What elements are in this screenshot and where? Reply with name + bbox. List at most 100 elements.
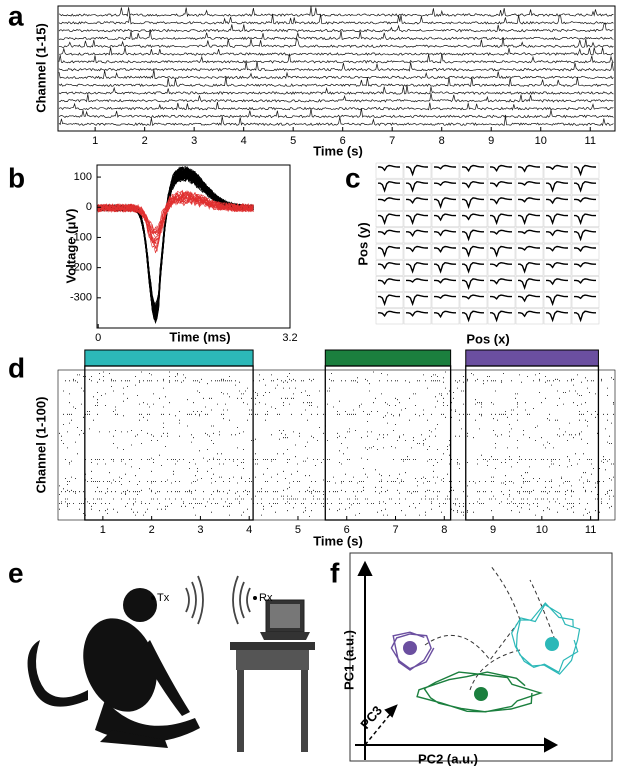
y-tick-label: -300 [70,292,92,304]
x-tick-label: 8 [441,524,447,536]
state-trajectory [416,671,543,713]
transition-path [424,564,556,691]
spike-waveform [96,172,254,319]
state-trajectory [390,631,435,671]
tile-waveform [518,294,540,303]
tile-waveform [406,164,428,177]
y-axis-label: Voltage (μV) [63,209,78,284]
panel-letter: f [330,557,340,588]
spike-waveform [96,170,254,316]
tile-waveform [378,213,400,226]
spike-waveform [96,171,254,314]
tile-waveform [406,294,428,307]
state-centroid [545,637,559,651]
tile-waveform [518,180,540,186]
tile-waveform [406,245,428,253]
panel-letter: d [8,352,25,383]
tile-waveform [490,310,512,323]
tile-waveform [574,278,596,284]
panel-a-frame [57,5,616,132]
tile-waveform [406,213,428,226]
spike-waveform [96,166,254,307]
spike-waveform [96,166,254,313]
tile-waveform [462,261,484,274]
spike-waveform [96,168,254,310]
spike-waveform [96,166,254,315]
y-axis-label: Channel (1-100) [33,397,48,494]
epoch-bar [84,349,254,367]
spike-waveform [96,167,254,317]
tile-waveform [518,310,540,318]
spike-waveform [96,167,254,314]
z-axis-label: PC3 [357,703,385,732]
wireless-waves [185,575,251,625]
neural-trace [58,76,614,88]
tile-waveform [518,245,540,251]
panel-letter: e [8,557,24,588]
tile-waveform [434,245,456,253]
tile-waveform [378,261,400,270]
x-tick-label: 5 [295,524,301,536]
spike-waveform [96,171,254,307]
tile-waveform [378,197,400,202]
tile-waveform [490,278,512,285]
x-tick-label: 7 [389,135,395,147]
x-axis-label: Time (ms) [169,329,230,344]
neural-trace [58,22,614,33]
tile-waveform [490,180,512,188]
tile-waveform [378,278,400,286]
tx-label: Tx [157,592,170,604]
panel-d-frame [57,369,616,521]
tile-waveform [574,261,596,268]
tile-waveform [462,164,484,173]
spike-waveform [96,191,254,244]
tile-waveform [462,197,484,209]
x-tick-label: 5 [290,135,296,147]
tile-waveform [434,164,456,170]
neural-trace [58,93,614,103]
x-tick-label: 11 [585,135,596,147]
spike-waveform [96,173,254,312]
tile-waveform [462,310,484,323]
x-tick-label: 3 [191,135,197,147]
panel-letter: c [345,162,361,193]
tile-waveform [462,278,484,290]
tx-dot [151,596,155,600]
spike-waveform [96,166,254,313]
x-tick-label: 6 [344,524,350,536]
epoch-window [324,365,452,521]
x-tick-label: 7 [392,524,398,536]
x-axis-label: PC2 (a.u.) [418,751,478,766]
y-axis-label: Channel (1-15) [33,23,48,113]
tile-waveform [434,294,456,299]
y-axis-label: Pos (y) [355,222,370,265]
x-tick-label: 10 [536,524,548,536]
spike-waveform [96,167,254,320]
y-tick-label: 100 [74,171,92,183]
monkey-silhouette [27,588,200,748]
spike-waveform [96,167,254,319]
tile-waveform [406,180,428,193]
epoch-bar [324,349,452,367]
neural-trace [58,61,614,72]
tile-waveform [546,164,568,171]
tile-waveform [518,229,540,235]
tile-waveform [518,213,540,226]
spike-waveform [96,170,254,319]
tile-waveform [574,229,596,242]
spike-waveform [96,196,254,238]
x-tick-label: 9 [490,524,496,536]
tile-waveform [378,180,400,193]
tile-waveform [406,310,428,317]
tile-waveform [518,261,540,274]
neural-trace [58,47,614,56]
x-axis-label: Pos (x) [466,331,509,346]
spike-waveform [96,169,254,312]
neural-trace [58,53,614,64]
spike-waveform [96,191,254,252]
spike-waveform [96,169,254,317]
tile-waveform [518,278,540,290]
neural-trace [58,116,614,127]
spike-waveform [96,169,254,310]
